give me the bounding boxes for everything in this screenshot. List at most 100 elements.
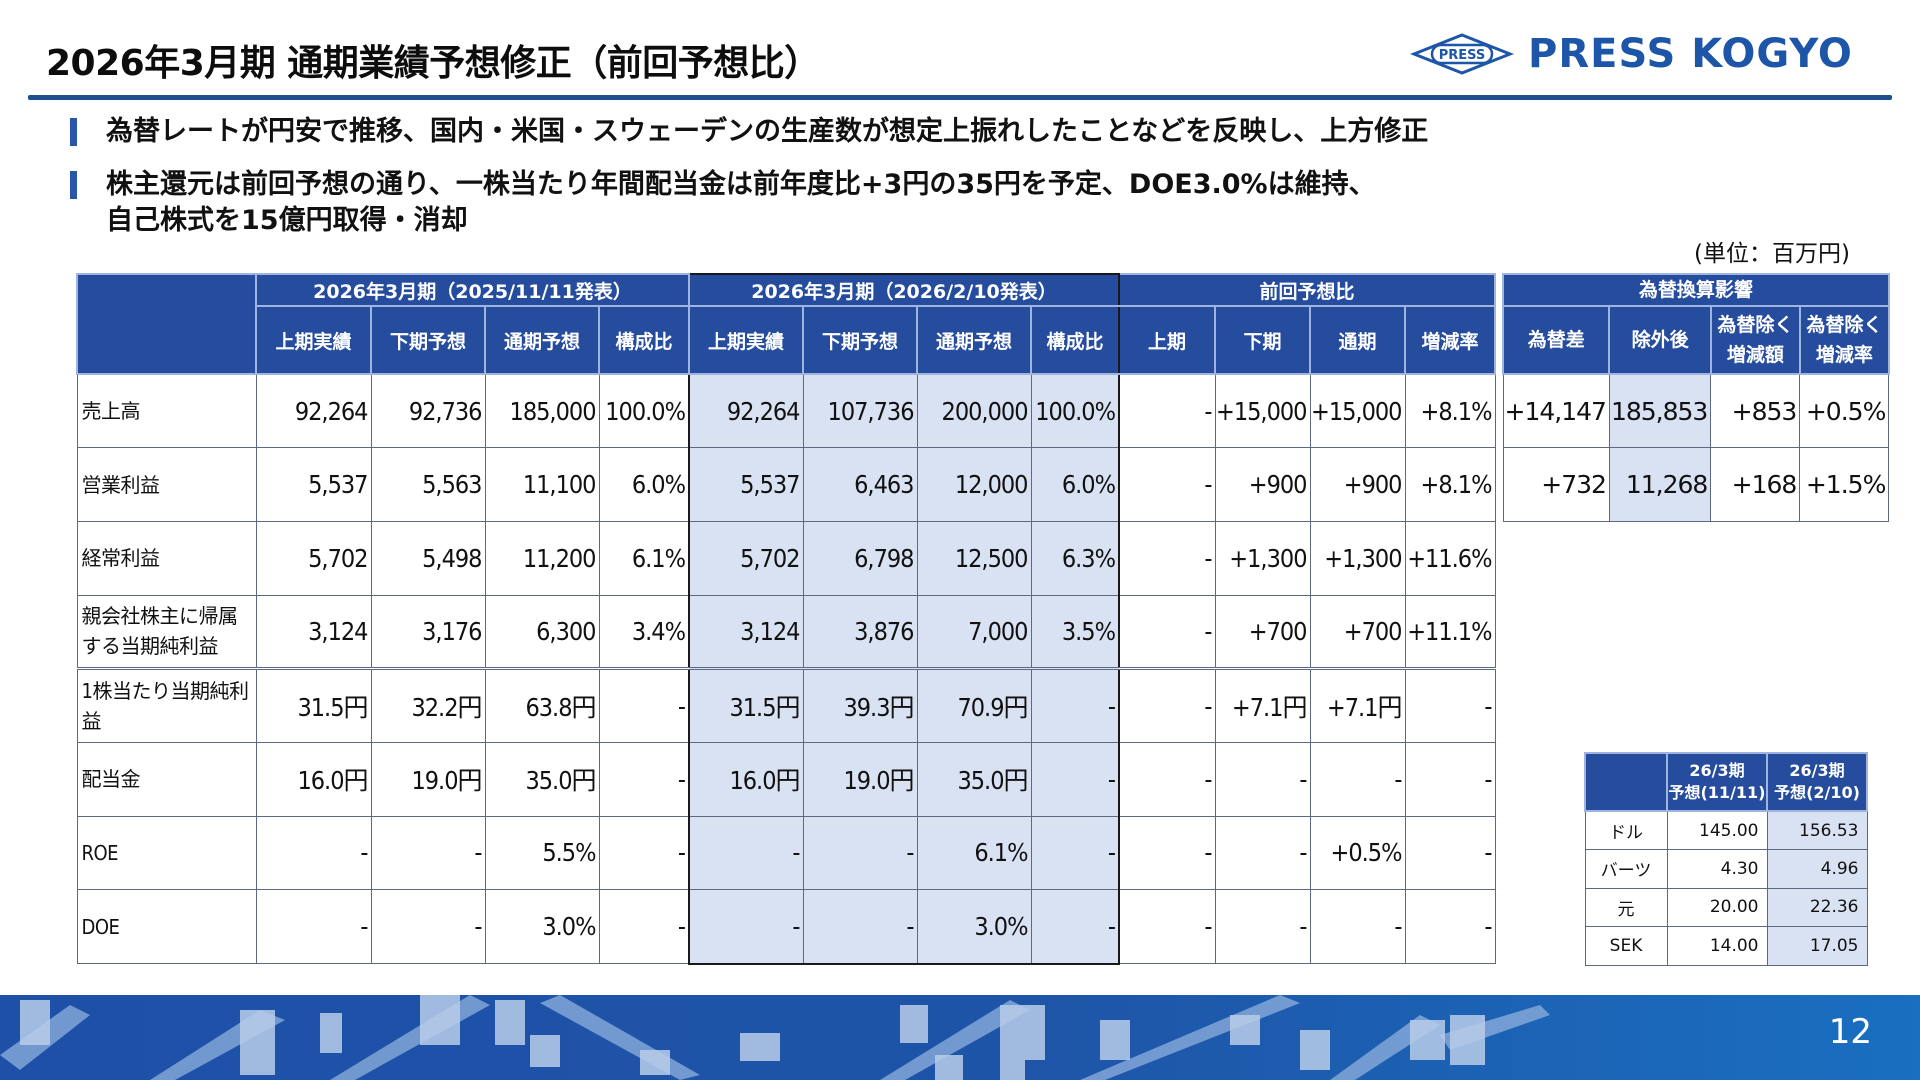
table-cell: 16.0円 — [255, 741, 372, 817]
table-cell: 70.9円 — [916, 667, 1032, 743]
exchange-rate-table: 26/3期 予想(11/11) 26/3期 予想(2/10) ドル 145.00 156… — [1584, 752, 1868, 966]
table-cell: - — [688, 815, 804, 891]
table-cell: - — [1309, 741, 1406, 817]
unit-label: (単位：百万円) — [1694, 241, 1850, 267]
table-row: ROE - -5.5% - - -6.1% - - - +0.5% - — [76, 815, 1496, 891]
column-header: 上期実績 — [688, 305, 804, 375]
table-cell: - — [1404, 741, 1496, 817]
table-cell: 145.00 — [1666, 810, 1768, 850]
table-cell: 11,268 — [1608, 447, 1712, 522]
table-cell: 5,702 — [255, 520, 372, 596]
logo-text: PRESS KOGYO — [1528, 31, 1853, 77]
table-cell: - — [598, 667, 690, 743]
table-cell: 35.0円 — [484, 741, 600, 817]
table-cell: - — [1309, 889, 1406, 964]
table-row: 経常利益 5,702 5,498 11,200 6.1% 5,702 6,798 12,500… — [76, 520, 1496, 596]
table-row: SEK 14.00 17.05 — [1584, 926, 1868, 966]
table-cell: +1,300 — [1214, 520, 1311, 596]
row-label: 営業利益 — [76, 447, 257, 522]
table-cell: - — [255, 815, 372, 891]
table-cell: 3,124 — [688, 594, 804, 670]
table-cell: - — [1118, 889, 1216, 964]
table-cell: - — [1404, 815, 1496, 891]
press-diamond-logo-icon: PRESS — [1409, 32, 1515, 76]
summary-bullets: 為替レートが円安で推移、国内・米国・スウェーデンの生産数が想定上振れしたことなど… — [70, 114, 1770, 256]
table-row: +14,147 185,853 +853 +0.5% — [1502, 373, 1890, 449]
table-cell: 35.0円 — [916, 741, 1032, 817]
table-cell: - — [598, 889, 690, 964]
table-cell: - — [1030, 889, 1120, 965]
row-label: 元 — [1584, 887, 1668, 927]
column-header: 為替差 — [1501, 305, 1611, 375]
table-cell: 5,537 — [255, 447, 372, 522]
table-cell: 5,498 — [370, 520, 486, 596]
table-cell: 6,798 — [802, 520, 918, 596]
column-header: 為替除く 増減率 — [1798, 305, 1890, 375]
table-cell: 7,000 — [916, 594, 1032, 670]
forecast-table: 2026年3月期（2025/11/11発表） 2026年3月期（2026/2/1… — [76, 273, 1496, 965]
table-cell: +0.5% — [1309, 815, 1406, 891]
table-cell: - — [1214, 889, 1311, 964]
table-cell: 6.1% — [598, 520, 690, 596]
table-cell: - — [1214, 741, 1311, 817]
table-cell: 100.0% — [598, 373, 690, 449]
table-cell: +1,300 — [1309, 520, 1406, 596]
table-cell: - — [802, 889, 918, 965]
table-cell: - — [1030, 667, 1120, 743]
table-cell: 11,100 — [484, 447, 600, 522]
table-cell: - — [1404, 667, 1496, 743]
table-row: 元 20.00 22.36 — [1584, 887, 1868, 927]
table-cell: - — [1118, 594, 1216, 670]
table-cell: - — [1118, 667, 1216, 743]
table-cell: +7.1円 — [1214, 667, 1311, 743]
table-cell: 3.0% — [484, 889, 600, 964]
table-cell: +1.5% — [1799, 447, 1890, 522]
column-header: 構成比 — [1030, 305, 1120, 375]
table-cell: 185,853 — [1608, 373, 1712, 449]
table-cell: 92,264 — [688, 373, 804, 449]
column-header: 通期予想 — [916, 305, 1032, 375]
table-cell: 12,500 — [916, 520, 1032, 596]
page-title: 2026年3月期 通期業績予想修正（前回予想比） — [46, 43, 820, 84]
fx-impact-title: 為替換算影響 — [1502, 273, 1890, 307]
table-cell: 6,463 — [802, 447, 918, 522]
bullet-marker-icon — [70, 118, 77, 146]
table-cell: - — [1404, 889, 1496, 964]
row-label: 売上高 — [76, 373, 257, 449]
table-cell: 200,000 — [916, 373, 1032, 449]
footer-band — [0, 995, 1920, 1080]
column-header: 為替除く 増減額 — [1709, 305, 1801, 375]
column-header: 除外後 — [1608, 305, 1712, 375]
table-cell: 11,200 — [484, 520, 600, 596]
corner-header — [1584, 752, 1668, 812]
table-cell: 3.0% — [916, 889, 1032, 965]
table-cell: 63.8円 — [484, 667, 600, 743]
table-cell: - — [255, 889, 372, 964]
table-cell: 19.0円 — [802, 741, 918, 817]
row-label: SEK — [1584, 926, 1668, 966]
table-cell: 17.05 — [1766, 926, 1868, 966]
row-label: ドル — [1584, 810, 1668, 850]
table-cell: - — [370, 889, 486, 964]
company-logo: PRESS PRESS KOGYO — [1409, 30, 1853, 78]
table-row: 配当金 16.0円 19.0円 35.0円 -16.0円 19.0円 35.0円 - - - - - — [76, 741, 1496, 817]
column-header: 下期 — [1214, 305, 1311, 375]
table-cell: - — [1118, 373, 1216, 449]
group-header-new-forecast: 2026年3月期（2026/2/10発表） — [688, 273, 1120, 307]
table-cell: +700 — [1214, 594, 1311, 670]
table-cell: - — [598, 741, 690, 817]
row-label: 1株当たり当期純利益 — [76, 667, 257, 743]
table-cell: 5,563 — [370, 447, 486, 522]
table-cell: +900 — [1309, 447, 1406, 522]
table-cell: +7.1円 — [1309, 667, 1406, 743]
row-label: ROE — [76, 815, 257, 891]
table-row: ドル 145.00 156.53 — [1584, 810, 1868, 850]
column-header: 通期予想 — [484, 305, 600, 375]
table-cell: 16.0円 — [688, 741, 804, 817]
svg-text:PRESS: PRESS — [1439, 48, 1486, 63]
table-cell: - — [1214, 815, 1311, 891]
table-cell: - — [1118, 447, 1216, 522]
table-cell: +15,000 — [1309, 373, 1406, 449]
table-cell: 92,736 — [370, 373, 486, 449]
group-header-prev-forecast: 2026年3月期（2025/11/11発表） — [255, 273, 690, 307]
